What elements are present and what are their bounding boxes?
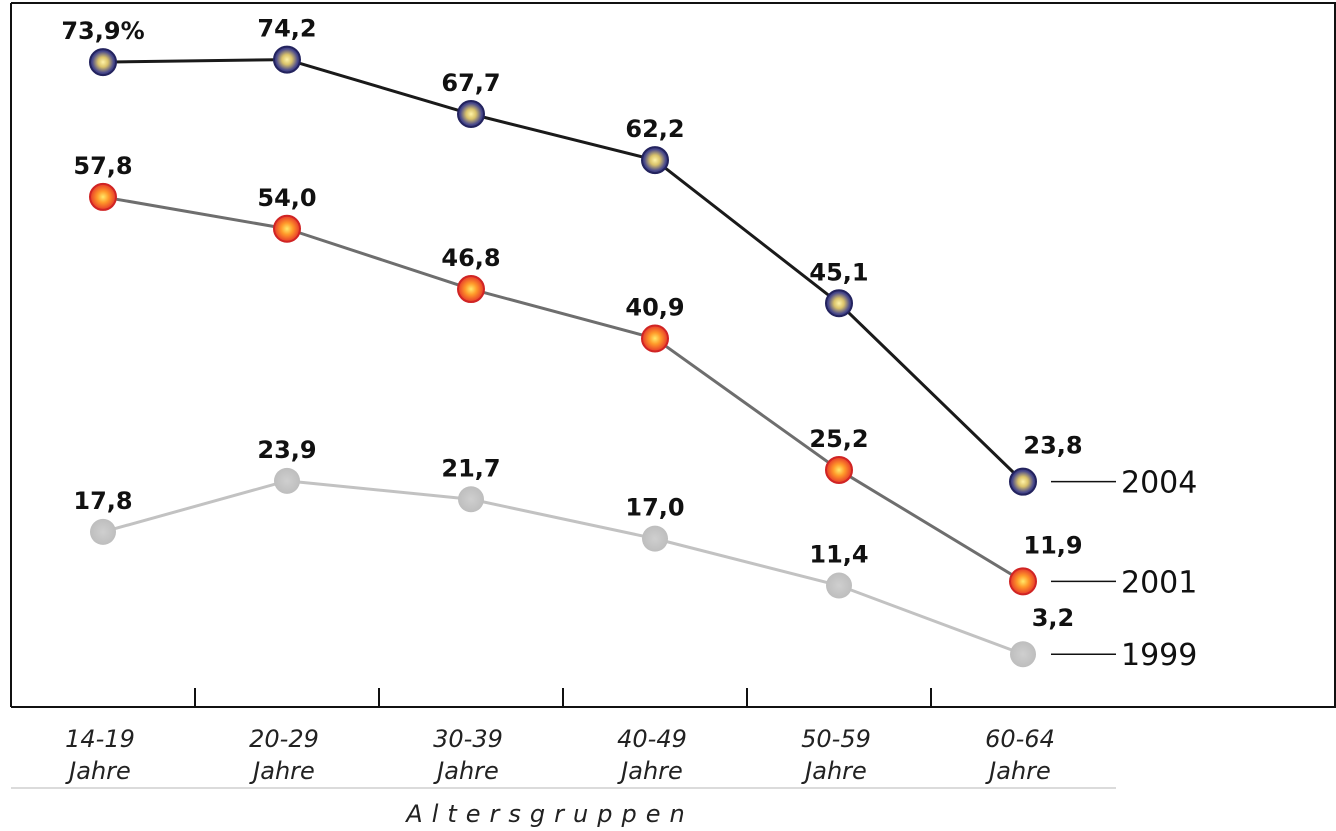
data-label: 54,0 — [257, 184, 316, 212]
data-label: 74,2 — [257, 15, 316, 43]
series-name-label: 2004 — [1121, 466, 1197, 501]
x-tick-label: 20-29 — [249, 725, 319, 753]
data-point — [89, 48, 117, 77]
data-label: 25,2 — [809, 425, 868, 453]
data-point — [825, 455, 853, 484]
data-point — [825, 289, 853, 318]
x-axis-title: Altersgruppen — [404, 800, 693, 828]
data-label: 46,8 — [441, 244, 500, 272]
x-tick-label: 30-39 — [433, 725, 503, 753]
series-line-2001 — [102, 195, 1024, 583]
x-tick-label-unit: Jahre — [801, 757, 867, 785]
data-label: 21,7 — [441, 454, 500, 482]
data-point — [1009, 467, 1037, 496]
x-tick-label: 50-59 — [801, 725, 871, 753]
data-point — [641, 146, 669, 175]
data-point — [273, 45, 301, 74]
data-point — [826, 572, 852, 599]
x-tick-label: 60-64 — [985, 725, 1055, 753]
data-point — [274, 467, 300, 494]
data-point — [1009, 567, 1037, 596]
data-label: 67,7 — [441, 69, 500, 97]
data-point — [458, 486, 484, 513]
data-point — [273, 214, 301, 243]
data-label: 3,2 — [1032, 604, 1075, 632]
data-label: 62,2 — [625, 115, 684, 143]
data-label: 11,4 — [809, 541, 868, 569]
data-label: 17,0 — [625, 494, 684, 522]
x-tick-label-unit: Jahre — [433, 757, 499, 785]
data-point — [1010, 641, 1036, 668]
x-tick-label-unit: Jahre — [617, 757, 683, 785]
x-axis-ticks — [194, 688, 932, 707]
x-tick-labels: 14-19 Jahre 20-29 Jahre 30-39 Jahre 40-49 Jahre… — [65, 725, 1055, 785]
data-label: 17,8 — [73, 487, 132, 515]
series-name-label: 1999 — [1121, 638, 1197, 673]
data-label: 40,9 — [625, 293, 684, 321]
data-point — [457, 100, 485, 129]
series-1999: 17,8 23,9 21,7 17,0 11,4 3,2 1999 — [73, 436, 1197, 673]
data-point — [642, 525, 668, 552]
data-label: 57,8 — [73, 152, 132, 180]
data-label: 11,9 — [1023, 531, 1082, 559]
series-2004: 73,9% 74,2 67,7 62,2 45,1 23,8 2004 — [61, 15, 1197, 501]
x-tick-label-unit: Jahre — [249, 757, 315, 785]
series-2001: 57,8 54,0 46,8 40,9 25,2 11,9 2001 — [73, 152, 1197, 600]
plot-frame — [10, 2, 1336, 708]
x-tick-label: 14-19 — [65, 725, 135, 753]
series-line-1999 — [102, 479, 1024, 656]
data-point — [641, 324, 669, 353]
data-point — [457, 275, 485, 304]
data-point — [90, 518, 116, 545]
x-tick-label: 40-49 — [617, 725, 687, 753]
series-name-label: 2001 — [1121, 565, 1197, 600]
x-tick-label-unit: Jahre — [985, 757, 1051, 785]
data-label: 45,1 — [809, 258, 868, 286]
series-layer: 17,8 23,9 21,7 17,0 11,4 3,2 1999 57,8 54,0 46,8 4… — [61, 15, 1197, 674]
data-point — [89, 182, 117, 211]
series-line-2004 — [102, 58, 1025, 483]
data-label: 73,9% — [61, 17, 144, 45]
x-tick-label-unit: Jahre — [65, 757, 131, 785]
data-label: 23,8 — [1023, 432, 1082, 460]
data-label: 23,9 — [257, 436, 316, 464]
